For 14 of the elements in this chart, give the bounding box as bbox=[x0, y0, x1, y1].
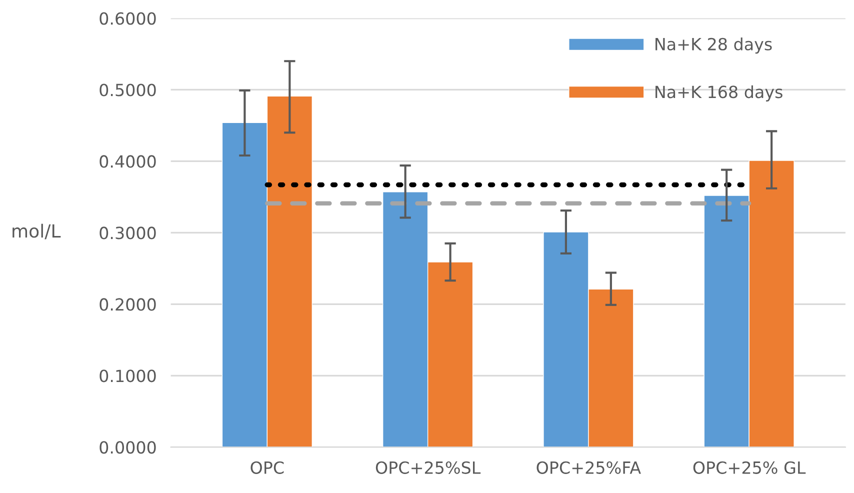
y-axis-title: mol/L bbox=[12, 224, 61, 240]
y-tick-label: 0.4000 bbox=[100, 155, 156, 168]
y-tick-label: 0.6000 bbox=[100, 12, 156, 25]
x-tick-label: OPC bbox=[250, 461, 284, 474]
legend-label: Na+K 168 days bbox=[656, 85, 782, 102]
y-tick-label: 0.1000 bbox=[100, 370, 156, 382]
x-tick-label: OPC+25%SL bbox=[376, 461, 481, 474]
x-tick-label: OPC+25% GL bbox=[693, 461, 806, 474]
y-tick-label: 0.3000 bbox=[100, 226, 156, 240]
y-tick-label: 0.0000 bbox=[100, 441, 156, 454]
x-tick-label: OPC+25%FA bbox=[536, 461, 641, 474]
y-tick-label: 0.2000 bbox=[100, 298, 156, 311]
y-tick-label: 0.5000 bbox=[100, 84, 156, 96]
legend-label: Na+K 28 days bbox=[656, 38, 772, 54]
